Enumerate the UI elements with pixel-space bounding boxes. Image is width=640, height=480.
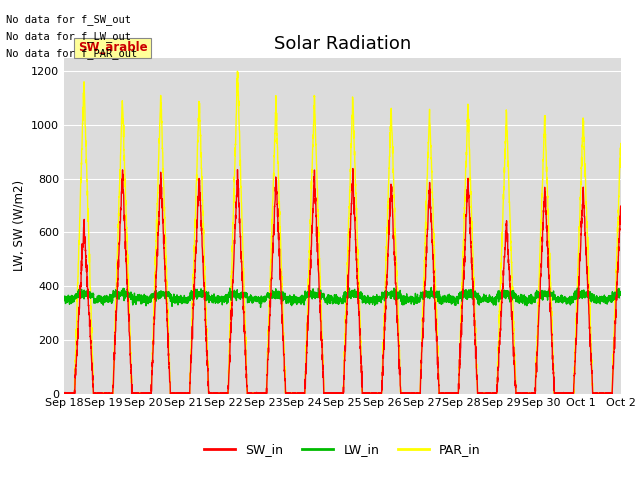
Legend: SW_in, LW_in, PAR_in: SW_in, LW_in, PAR_in [199, 438, 486, 461]
PAR_in [509, 313, 517, 319]
LW_in [617, 292, 625, 298]
SW_in [425, 188, 433, 193]
SW_in [349, 166, 356, 171]
LW_in [60, 297, 68, 303]
PAR_in [425, 121, 433, 127]
SW_in [60, 390, 68, 396]
SW_in [413, 391, 420, 396]
PAR_in [355, 279, 362, 285]
LW_in [355, 293, 362, 299]
LW_in [257, 304, 264, 310]
Text: SW_arable: SW_arable [78, 41, 148, 54]
Line: SW_in: SW_in [64, 168, 621, 394]
LW_in [425, 295, 433, 300]
LW_in [412, 295, 420, 300]
Line: LW_in: LW_in [64, 288, 621, 307]
Text: No data for f_SW_out: No data for f_SW_out [6, 14, 131, 25]
PAR_in [617, 141, 625, 146]
PAR_in [413, 391, 420, 396]
PAR_in [136, 390, 144, 396]
SW_in [355, 297, 362, 303]
LW_in [509, 290, 517, 296]
LW_in [428, 285, 435, 290]
Y-axis label: LW, SW (W/m2): LW, SW (W/m2) [12, 180, 26, 271]
Line: PAR_in: PAR_in [64, 71, 621, 394]
LW_in [611, 291, 618, 297]
Text: No data for f_PAR_out: No data for f_PAR_out [6, 48, 138, 59]
PAR_in [611, 326, 618, 332]
PAR_in [61, 391, 68, 396]
Text: No data for f_LW_out: No data for f_LW_out [6, 31, 131, 42]
LW_in [136, 293, 144, 299]
SW_in [509, 344, 517, 350]
SW_in [136, 391, 144, 396]
Title: Solar Radiation: Solar Radiation [274, 35, 411, 53]
SW_in [611, 345, 618, 350]
PAR_in [234, 68, 241, 74]
SW_in [61, 391, 68, 396]
PAR_in [60, 391, 68, 396]
SW_in [617, 204, 625, 209]
